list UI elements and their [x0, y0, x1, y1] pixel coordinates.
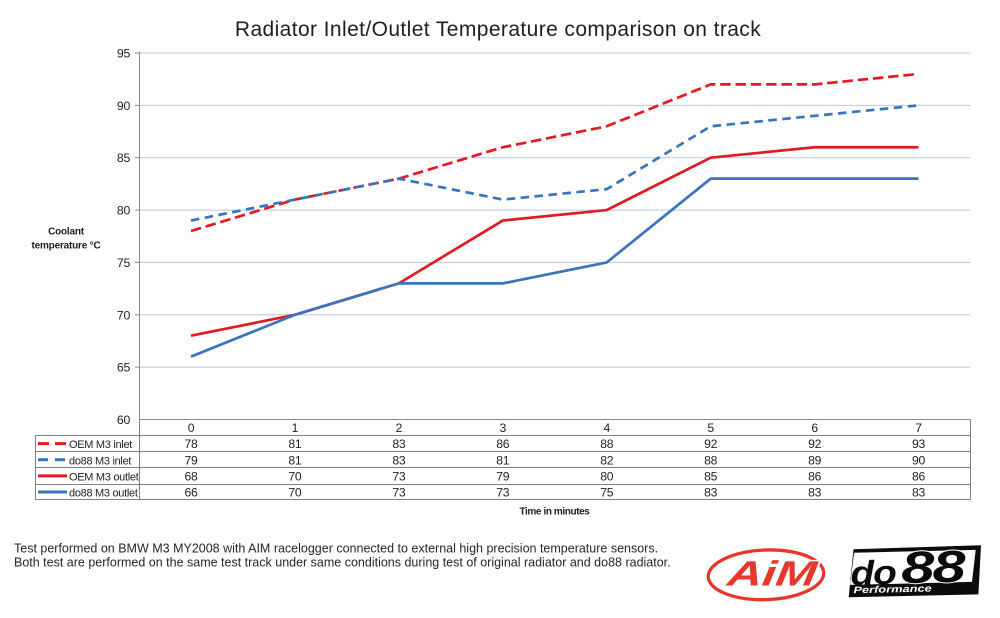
- svg-text:do88 M3 inlet: do88 M3 inlet: [69, 455, 131, 467]
- svg-text:Both test are performed on the: Both test are performed on the same test…: [14, 556, 671, 570]
- svg-text:Performance: Performance: [853, 584, 931, 596]
- svg-text:Coolant: Coolant: [48, 227, 85, 238]
- svg-text:3: 3: [500, 421, 507, 435]
- svg-text:86: 86: [808, 469, 821, 483]
- svg-text:78: 78: [184, 437, 197, 451]
- svg-text:60: 60: [117, 413, 131, 427]
- svg-text:88: 88: [704, 453, 717, 467]
- svg-text:83: 83: [392, 453, 405, 467]
- svg-text:92: 92: [704, 437, 717, 451]
- svg-text:75: 75: [117, 256, 131, 270]
- svg-text:80: 80: [600, 469, 613, 483]
- svg-text:95: 95: [117, 47, 131, 61]
- svg-text:5: 5: [707, 421, 714, 435]
- svg-text:AiM: AiM: [724, 554, 820, 593]
- svg-text:4: 4: [603, 421, 610, 435]
- svg-text:86: 86: [912, 469, 925, 483]
- svg-text:73: 73: [392, 469, 405, 483]
- svg-text:Time in minutes: Time in minutes: [520, 507, 591, 518]
- svg-text:88: 88: [901, 542, 967, 594]
- svg-text:83: 83: [704, 486, 717, 500]
- svg-text:93: 93: [912, 437, 925, 451]
- svg-text:1: 1: [292, 421, 299, 435]
- svg-text:92: 92: [808, 437, 821, 451]
- svg-text:70: 70: [288, 469, 301, 483]
- svg-text:85: 85: [704, 469, 717, 483]
- svg-text:OEM M3 outlet: OEM M3 outlet: [69, 471, 139, 483]
- svg-text:81: 81: [288, 437, 301, 451]
- svg-text:81: 81: [288, 453, 301, 467]
- svg-text:temperature °C: temperature °C: [32, 241, 101, 252]
- svg-text:OEM M3 inlet: OEM M3 inlet: [69, 439, 132, 451]
- svg-text:6: 6: [811, 421, 818, 435]
- svg-text:7: 7: [915, 421, 922, 435]
- svg-text:88: 88: [600, 437, 613, 451]
- svg-text:90: 90: [117, 99, 131, 113]
- svg-text:66: 66: [184, 486, 197, 500]
- svg-text:80: 80: [117, 204, 131, 218]
- svg-text:73: 73: [496, 486, 509, 500]
- svg-text:83: 83: [912, 486, 925, 500]
- svg-text:79: 79: [496, 469, 509, 483]
- svg-text:89: 89: [808, 453, 821, 467]
- svg-text:73: 73: [392, 486, 405, 500]
- svg-text:0: 0: [188, 421, 195, 435]
- svg-text:82: 82: [600, 453, 613, 467]
- svg-text:do: do: [850, 553, 897, 592]
- svg-text:70: 70: [117, 308, 131, 322]
- svg-text:do88 M3 outlet: do88 M3 outlet: [69, 488, 138, 500]
- svg-text:86: 86: [496, 437, 509, 451]
- svg-text:81: 81: [496, 453, 509, 467]
- svg-text:70: 70: [288, 486, 301, 500]
- svg-text:79: 79: [184, 453, 197, 467]
- svg-text:Test performed on BMW M3 MY200: Test performed on BMW M3 MY2008 with AIM…: [14, 542, 658, 556]
- svg-text:Radiator Inlet/Outlet Temperat: Radiator Inlet/Outlet Temperature compar…: [235, 18, 761, 41]
- svg-text:65: 65: [117, 361, 131, 375]
- svg-text:85: 85: [117, 151, 131, 165]
- svg-text:83: 83: [808, 486, 821, 500]
- svg-text:75: 75: [600, 486, 613, 500]
- svg-text:68: 68: [184, 469, 197, 483]
- svg-text:83: 83: [392, 437, 405, 451]
- svg-text:90: 90: [912, 453, 925, 467]
- svg-text:2: 2: [396, 421, 403, 435]
